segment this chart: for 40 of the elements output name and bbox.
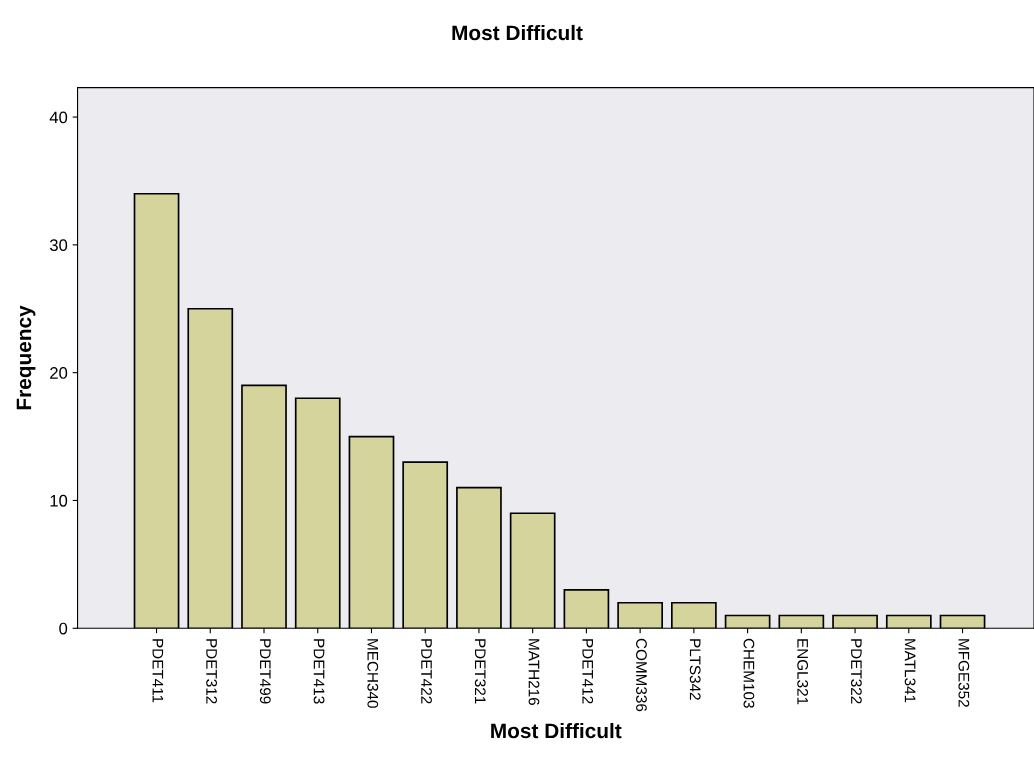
bar — [348, 435, 395, 629]
bar — [509, 512, 556, 629]
y-tick-label: 10 — [50, 494, 68, 507]
x-tick-label: PDET312 — [206, 639, 217, 704]
x-tick-label: PDET321 — [474, 639, 486, 704]
chart-title: Most Difficult — [452, 24, 583, 41]
bar — [456, 486, 502, 629]
bar — [563, 589, 610, 629]
bar — [402, 461, 449, 629]
bar — [133, 192, 180, 629]
x-tick-label: MECH340 — [367, 639, 379, 708]
x-tick-label: PDET413 — [313, 639, 325, 704]
x-tick-label: PLTS342 — [689, 639, 701, 700]
x-tick-label: MATH216 — [528, 639, 540, 705]
x-tick-label: CHEM103 — [743, 638, 755, 708]
x-axis-title: Most Difficult — [491, 722, 622, 739]
x-tick-label: ENGL321 — [797, 639, 809, 705]
y-tick-label: 0 — [59, 622, 68, 635]
y-tick-label: 30 — [49, 239, 68, 252]
x-tick-label: PDET411 — [152, 639, 164, 703]
bar — [939, 614, 986, 629]
bar — [241, 384, 287, 629]
x-tick-label: PDET422 — [421, 639, 432, 704]
bar — [187, 307, 234, 629]
y-tick-label: 40 — [49, 111, 68, 124]
y-tick-label: 20 — [50, 367, 68, 379]
x-tick-label: PDET322 — [850, 639, 862, 704]
bar — [724, 614, 771, 629]
bar — [778, 614, 825, 629]
y-axis-title: Frequency — [16, 305, 36, 410]
bar — [617, 601, 664, 629]
x-tick-label: PDET412 — [582, 639, 594, 704]
x-tick-label: PDET499 — [259, 639, 271, 704]
bar — [885, 614, 932, 629]
bar — [294, 397, 341, 629]
bar — [671, 601, 717, 629]
x-tick-label: COMM336 — [636, 638, 647, 712]
x-tick-label: MATL341 — [904, 639, 916, 703]
bar — [832, 614, 878, 629]
x-tick-label: MFGE352 — [958, 639, 970, 707]
